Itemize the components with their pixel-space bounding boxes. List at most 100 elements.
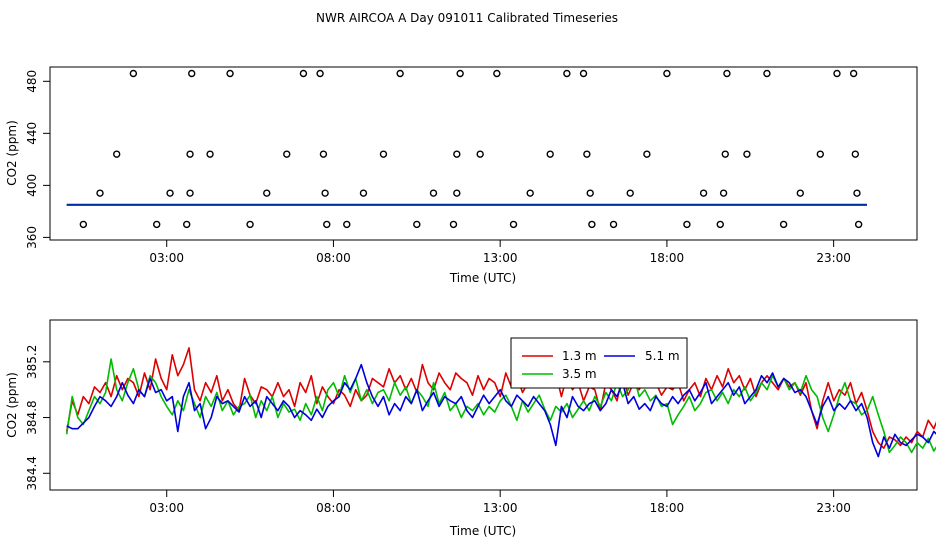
top-point: [206, 150, 214, 158]
top-point: [493, 69, 501, 78]
top-x-axis: 03:00 08:00 13:00 18:00 23:00: [149, 240, 851, 265]
top-point: [323, 220, 331, 229]
legend-label-1-3m: 1.3 m: [562, 349, 597, 363]
top-point: [343, 220, 351, 229]
top-point: [663, 69, 671, 78]
top-point: [449, 220, 458, 229]
series-line-3-5-m: [65, 358, 936, 454]
top-point: [186, 150, 194, 158]
top-point: [526, 189, 534, 197]
top-point: [583, 150, 591, 158]
top-point: [586, 189, 594, 197]
top-point: [396, 69, 404, 78]
legend: 1.3 m 3.5 m 5.1 m: [510, 337, 688, 389]
top-point: [849, 69, 858, 78]
top-point: [453, 189, 461, 197]
top-point: [546, 150, 554, 158]
bottom-y-axis: 384.4 384.8 385.2: [25, 345, 50, 490]
series-line-1-3-m: [65, 347, 936, 450]
top-point: [779, 220, 788, 229]
bottom-x-tick-label: 03:00: [149, 501, 184, 515]
bottom-y-tick-label: 384.4: [25, 456, 39, 490]
top-point: [851, 150, 860, 158]
bottom-x-tick-label: 08:00: [316, 501, 351, 515]
bottom-x-tick-label: 23:00: [816, 501, 851, 515]
top-y-tick-label: 400: [25, 174, 39, 197]
top-point: [316, 69, 324, 78]
top-x-axis-label: Time (UTC): [449, 271, 516, 285]
top-y-tick-label: 440: [25, 122, 39, 145]
top-point: [763, 69, 771, 78]
bottom-plot-frame: [49, 319, 918, 491]
bottom-x-tick-label: 13:00: [483, 501, 518, 515]
top-point: [456, 69, 464, 78]
top-point: [79, 220, 88, 229]
top-scatter-points: [79, 69, 863, 229]
top-plot-frame: [49, 66, 918, 241]
bottom-y-tick-label: 384.8: [25, 400, 39, 434]
bottom-panel: 03:00 08:00 13:00 18:00 23:00 384.4 384.8 385.…: [5, 319, 936, 538]
legend-label-5-1m: 5.1 m: [645, 349, 680, 363]
bottom-x-tick-label: 18:00: [650, 501, 685, 515]
top-point: [719, 189, 728, 197]
top-point: [429, 189, 438, 197]
top-point: [453, 150, 461, 158]
top-point: [153, 220, 161, 229]
top-point: [699, 189, 708, 197]
top-point: [246, 220, 254, 229]
bottom-x-axis: 03:00 08:00 13:00 18:00 23:00: [149, 490, 851, 515]
top-x-tick-label: 13:00: [483, 251, 518, 265]
top-point: [413, 220, 421, 229]
top-point: [183, 220, 191, 229]
top-point: [683, 220, 691, 229]
top-point: [319, 150, 328, 158]
legend-label-3-5m: 3.5 m: [562, 367, 597, 381]
bottom-y-axis-label: CO2 (ppm): [5, 372, 19, 438]
top-panel: 03:00 08:00 13:00 18:00 23:00 360 400 440 480 T…: [5, 66, 918, 285]
top-point: [359, 189, 368, 197]
top-y-axis: 360 400 440 480: [25, 70, 50, 249]
top-point: [186, 189, 194, 197]
top-point: [226, 69, 234, 78]
top-point: [579, 69, 588, 78]
top-point: [166, 189, 174, 197]
top-point: [833, 69, 841, 78]
top-point: [96, 189, 104, 197]
top-point: [796, 189, 804, 197]
chart-title: NWR AIRCOA A Day 091011 Calibrated Times…: [316, 11, 618, 25]
top-point: [263, 189, 271, 197]
series-line-5-1-m: [66, 363, 936, 458]
top-point: [112, 150, 121, 158]
top-x-tick-label: 18:00: [650, 251, 685, 265]
top-point: [563, 69, 571, 78]
top-point: [321, 189, 329, 197]
bottom-x-axis-label: Time (UTC): [449, 524, 516, 538]
top-x-tick-label: 03:00: [149, 251, 184, 265]
top-x-tick-label: 08:00: [316, 251, 351, 265]
top-point: [854, 220, 863, 229]
top-x-tick-label: 23:00: [816, 251, 851, 265]
top-point: [509, 220, 518, 229]
top-point: [299, 69, 308, 78]
top-point: [283, 150, 291, 158]
top-point: [716, 220, 724, 229]
top-point: [853, 189, 861, 197]
top-point: [643, 150, 651, 158]
top-point: [129, 69, 138, 78]
bottom-y-tick-label: 385.2: [25, 345, 39, 379]
top-y-tick-label: 480: [25, 70, 39, 93]
bottom-series-lines: [65, 347, 936, 458]
top-baseline-series: [66, 203, 867, 206]
top-point: [588, 220, 596, 229]
top-point: [723, 69, 731, 78]
top-point: [379, 150, 388, 158]
top-point: [188, 69, 196, 78]
top-point: [476, 150, 484, 158]
top-y-axis-label: CO2 (ppm): [5, 120, 19, 186]
top-point: [743, 150, 751, 158]
top-point: [816, 150, 824, 158]
top-point: [609, 220, 618, 229]
top-point: [626, 189, 634, 197]
top-y-tick-label: 360: [25, 226, 39, 249]
